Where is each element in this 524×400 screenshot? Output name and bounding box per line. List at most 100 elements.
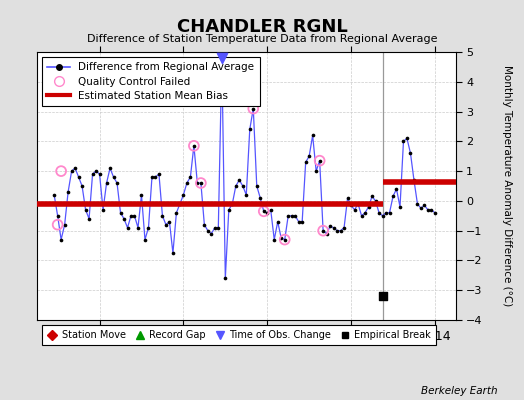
Point (274, 218, 282, 225)
Point (196, 180, 205, 186)
Point (242, 192, 250, 198)
Point (312, 168, 320, 174)
Point (368, 193, 376, 200)
Point (382, 210, 390, 216)
Point (431, 210, 439, 216)
Point (309, 132, 317, 138)
Y-axis label: Monthly Temperature Anomaly Difference (°C): Monthly Temperature Anomaly Difference (… (502, 65, 512, 307)
Point (235, 177, 244, 183)
Point (120, 216, 128, 222)
Point (207, 230, 215, 237)
Text: Berkeley Earth: Berkeley Earth (421, 386, 498, 396)
Point (190, 142, 198, 149)
Point (137, 192, 146, 198)
Point (277, 235, 286, 241)
Point (396, 204, 404, 210)
Point (99, 207, 107, 213)
Point (280, 236, 289, 243)
Point (50, 192, 58, 198)
Point (211, 224, 219, 231)
Point (116, 210, 125, 216)
Point (144, 224, 152, 231)
Point (259, 208, 268, 214)
Point (326, 223, 334, 229)
Point (53, 222, 62, 228)
Point (68, 168, 76, 174)
Point (217, 55, 226, 61)
Point (291, 212, 299, 219)
Point (263, 210, 271, 216)
Point (113, 180, 121, 186)
Point (179, 192, 188, 198)
Point (403, 135, 411, 142)
Point (78, 183, 86, 189)
Point (322, 230, 331, 237)
Point (200, 222, 209, 228)
Point (102, 180, 111, 186)
Point (406, 150, 414, 156)
Point (315, 158, 324, 164)
Point (298, 218, 307, 225)
Point (74, 174, 83, 180)
Point (259, 208, 268, 214)
Point (221, 275, 230, 282)
Point (64, 189, 72, 195)
Point (134, 224, 142, 231)
Point (336, 228, 345, 234)
Point (186, 174, 194, 180)
Point (364, 204, 373, 210)
Point (315, 158, 324, 164)
Point (424, 207, 432, 213)
Point (238, 183, 247, 189)
Point (176, 201, 184, 207)
Point (267, 207, 275, 213)
Point (81, 207, 90, 213)
Point (354, 201, 362, 207)
Point (372, 198, 380, 204)
Point (204, 228, 212, 234)
Point (294, 218, 303, 225)
Point (85, 216, 93, 222)
Point (305, 153, 313, 160)
Point (249, 105, 257, 112)
Point (228, 201, 236, 207)
Point (333, 228, 341, 234)
Point (246, 126, 254, 133)
Point (232, 183, 240, 189)
Text: Difference of Station Temperature Data from Regional Average: Difference of Station Temperature Data f… (87, 34, 437, 44)
Point (123, 224, 132, 231)
Point (253, 183, 261, 189)
Point (427, 207, 435, 213)
Point (375, 210, 383, 216)
Point (319, 228, 328, 234)
Text: CHANDLER RGNL: CHANDLER RGNL (177, 18, 347, 36)
Point (217, 55, 226, 61)
Point (361, 210, 369, 216)
Point (53, 212, 62, 219)
Point (110, 174, 118, 180)
Point (413, 201, 422, 207)
Point (340, 224, 348, 231)
Point (378, 212, 387, 219)
Point (196, 180, 205, 186)
Point (301, 159, 310, 165)
Point (92, 168, 100, 174)
Point (169, 250, 177, 256)
Point (190, 142, 198, 149)
Point (270, 236, 278, 243)
Point (319, 228, 328, 234)
Point (106, 165, 114, 171)
Point (385, 210, 394, 216)
Point (172, 210, 181, 216)
Point (399, 138, 408, 144)
Point (280, 236, 289, 243)
Point (71, 165, 79, 171)
Legend: Station Move, Record Gap, Time of Obs. Change, Empirical Break: Station Move, Record Gap, Time of Obs. C… (41, 325, 436, 345)
Point (60, 222, 69, 228)
Point (151, 174, 160, 180)
Point (127, 212, 135, 219)
Point (214, 224, 223, 231)
Point (347, 202, 355, 208)
Point (95, 171, 104, 177)
Point (57, 168, 66, 174)
